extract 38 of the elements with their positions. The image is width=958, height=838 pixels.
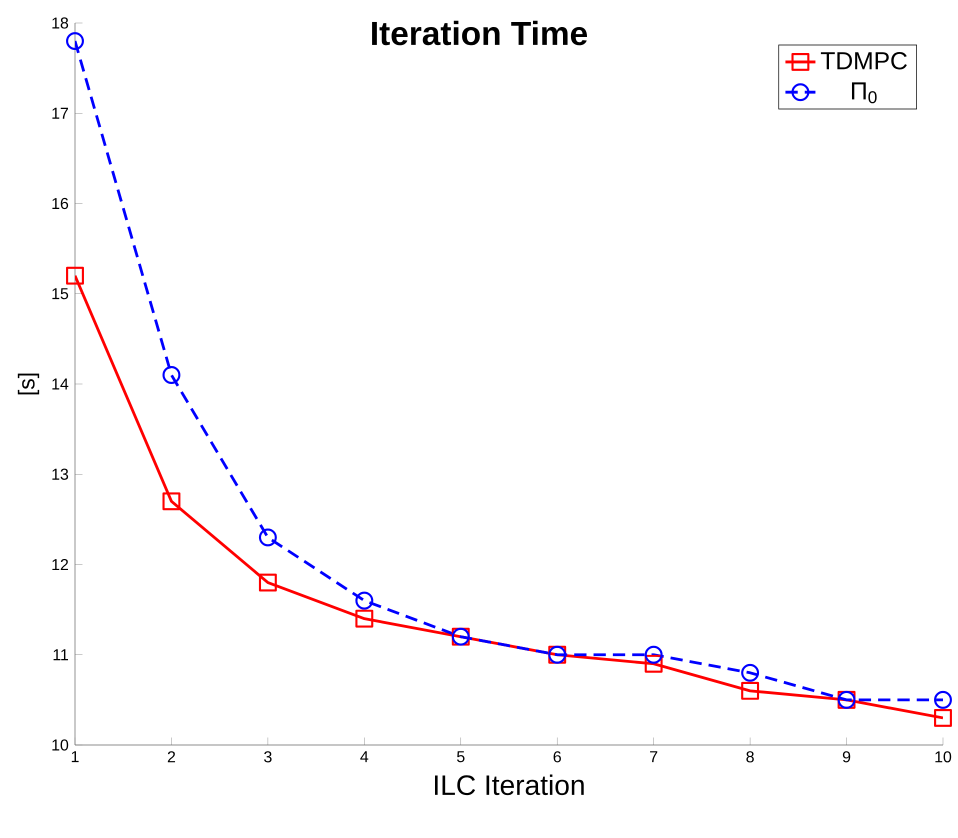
y-tick-label: 10: [52, 739, 68, 751]
y-tick-label: 18: [52, 17, 68, 29]
x-tick-label: 1: [72, 751, 79, 762]
point: [934, 690, 952, 709]
y-tick-label: 13: [52, 468, 68, 480]
point: [258, 574, 277, 592]
x-tick-label: 3: [264, 751, 272, 762]
point: [162, 492, 180, 510]
y-axis-title: [s]: [18, 374, 40, 394]
x-tick-label: 2: [168, 751, 176, 762]
legend-label: TDMPC: [820, 52, 907, 70]
point: [66, 32, 84, 50]
y-tick-label: 17: [52, 108, 68, 119]
point: [355, 610, 374, 628]
point: [66, 266, 84, 285]
point: [644, 654, 663, 673]
point: [258, 528, 277, 546]
x-tick-label: 8: [746, 751, 754, 762]
x-tick-label: 4: [360, 751, 368, 762]
x-tick-label: 7: [650, 751, 658, 762]
y-tick-label: 12: [52, 558, 68, 570]
x-tick-label: 5: [457, 751, 465, 762]
x-axis-title: ILC Iteration: [435, 774, 584, 796]
legend-label: Π$_{0}$: [852, 82, 877, 104]
point: [741, 682, 760, 700]
y-tick-label: 11: [54, 649, 68, 660]
point: [934, 708, 952, 727]
point: [355, 592, 374, 610]
chart-title: Iteration Time: [372, 20, 588, 46]
y-tick-label: 16: [52, 198, 68, 210]
x-tick-label: 6: [554, 751, 561, 762]
x-tick-label: 9: [842, 751, 850, 762]
point: [741, 664, 760, 682]
point: [644, 646, 663, 664]
y-tick-label: 15: [52, 288, 68, 300]
point: [162, 366, 180, 384]
x-tick-label: 10: [935, 751, 952, 762]
y-tick-label: 14: [52, 378, 68, 390]
